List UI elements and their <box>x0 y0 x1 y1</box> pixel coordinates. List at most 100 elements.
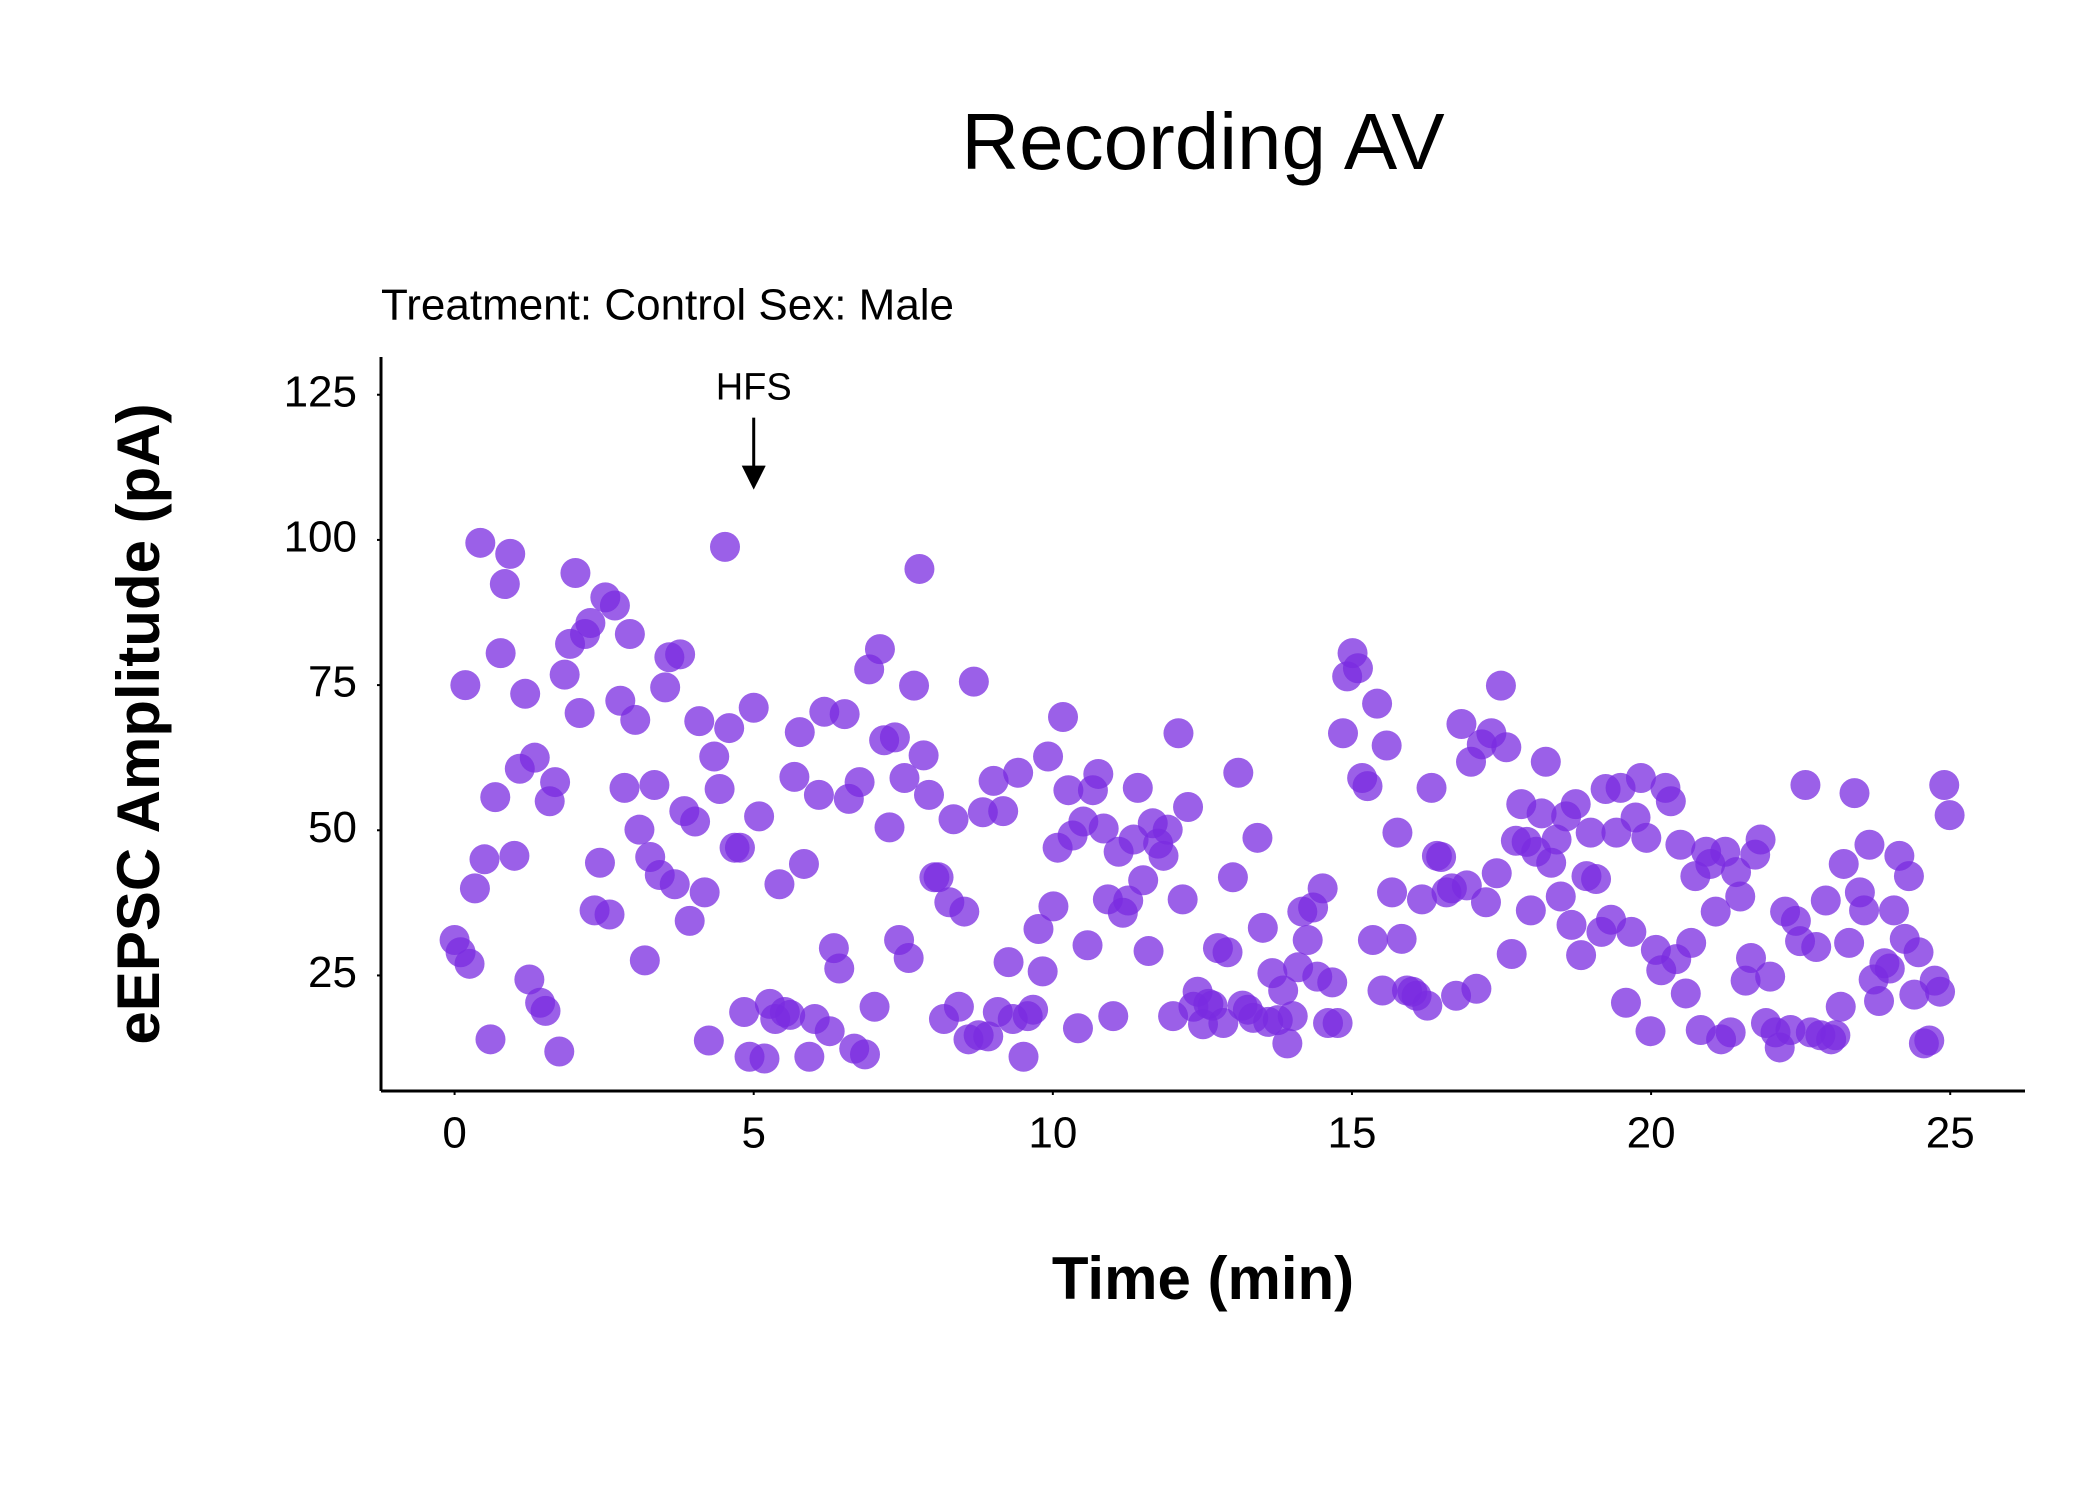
data-point <box>465 527 496 558</box>
data-point <box>943 991 974 1022</box>
data-point <box>958 666 989 697</box>
x-tick-label: 15 <box>1327 1109 1376 1158</box>
data-point <box>459 873 490 904</box>
data-point <box>674 905 705 936</box>
data-point <box>949 896 980 927</box>
data-point <box>1670 978 1701 1009</box>
data-point <box>639 769 670 800</box>
data-point <box>978 765 1009 796</box>
data-point <box>1371 730 1402 761</box>
data-point <box>495 538 526 569</box>
data-point <box>1322 1008 1353 1039</box>
data-point <box>1412 990 1443 1021</box>
data-point <box>824 953 855 984</box>
y-tick-label: 100 <box>284 513 357 562</box>
data-point <box>544 1036 575 1067</box>
data-point <box>1934 800 1965 831</box>
data-point <box>530 995 561 1026</box>
data-point <box>1038 891 1069 922</box>
data-point <box>599 590 630 621</box>
data-point <box>620 704 651 735</box>
data-point <box>519 742 550 773</box>
data-point <box>1173 792 1204 823</box>
data-point <box>454 948 485 979</box>
data-point <box>1485 670 1516 701</box>
data-point <box>659 869 690 900</box>
data-point <box>1810 885 1841 916</box>
data-point <box>564 697 595 728</box>
data-point <box>1665 829 1696 860</box>
data-point <box>1098 1001 1129 1032</box>
data-point <box>744 801 775 832</box>
data-point <box>1635 1016 1666 1047</box>
data-point <box>1560 789 1591 820</box>
data-point <box>749 1043 780 1074</box>
data-point <box>489 569 520 600</box>
data-point <box>680 806 711 837</box>
x-tick-label: 5 <box>741 1109 765 1158</box>
x-tick-label: 10 <box>1028 1109 1077 1158</box>
data-point <box>889 763 920 794</box>
data-point <box>1277 1001 1308 1032</box>
data-point <box>549 659 580 690</box>
data-point <box>1925 976 1956 1007</box>
data-point <box>914 779 944 810</box>
data-point <box>1491 732 1522 763</box>
data-point <box>480 782 511 813</box>
data-point <box>874 812 905 843</box>
data-point <box>1715 1017 1746 1048</box>
data-point <box>1903 937 1934 968</box>
data-point <box>1342 653 1373 684</box>
data-point <box>973 1021 1004 1052</box>
data-point <box>1556 909 1587 940</box>
data-point <box>1530 746 1561 777</box>
data-point <box>1223 757 1254 788</box>
data-point <box>1027 956 1058 987</box>
data-point <box>1825 991 1856 1022</box>
data-point <box>784 717 815 748</box>
x-axis-title: Time (min) <box>1052 1245 1354 1312</box>
data-point <box>1700 896 1731 927</box>
data-point <box>514 964 545 995</box>
data-point <box>1128 865 1159 896</box>
chart-title: Recording AV <box>961 97 1445 186</box>
data-point <box>1357 925 1388 956</box>
data-point <box>650 672 681 703</box>
data-point <box>1033 741 1064 772</box>
data-point <box>1048 702 1079 733</box>
data-point <box>1839 778 1870 809</box>
data-point <box>1874 953 1905 984</box>
y-tick-label: 50 <box>308 803 357 852</box>
data-point <box>1736 943 1766 974</box>
data-point <box>560 558 591 589</box>
data-point <box>1864 985 1895 1016</box>
data-point <box>1062 1013 1093 1044</box>
data-point <box>908 740 939 771</box>
data-point <box>584 847 615 878</box>
data-point <box>764 869 795 900</box>
data-point <box>1307 873 1338 904</box>
data-point <box>540 767 571 798</box>
data-point <box>1018 994 1049 1025</box>
data-point <box>499 840 530 871</box>
data-point <box>794 1041 825 1072</box>
data-point <box>879 722 910 753</box>
data-point <box>803 779 834 810</box>
data-point <box>1023 913 1054 944</box>
data-point <box>1929 769 1960 800</box>
data-point <box>485 638 516 669</box>
data-point <box>1854 829 1885 860</box>
data-point <box>1272 1028 1303 1059</box>
data-point <box>729 997 760 1028</box>
data-point <box>1212 937 1243 968</box>
data-point <box>1217 862 1248 893</box>
data-point <box>1834 927 1865 958</box>
data-point <box>1725 881 1756 912</box>
data-point <box>1878 895 1909 926</box>
data-point <box>1327 718 1358 749</box>
data-point <box>704 774 735 805</box>
data-point <box>1616 916 1647 947</box>
data-point <box>1268 975 1299 1006</box>
data-point <box>594 899 625 930</box>
